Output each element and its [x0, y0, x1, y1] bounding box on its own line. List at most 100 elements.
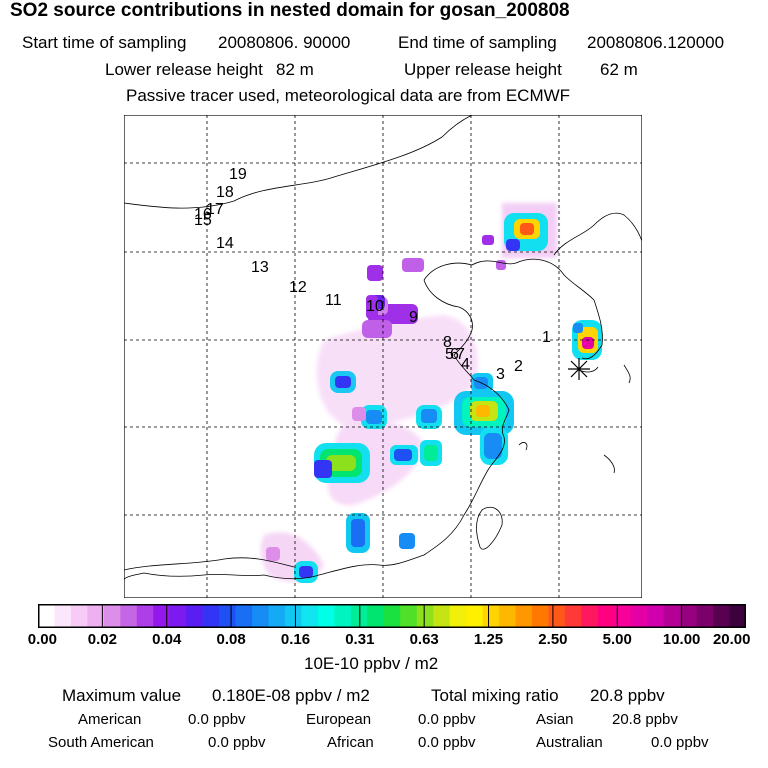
- colorbar-cell: [103, 604, 121, 628]
- colorbar-tick-label: 10.00: [662, 631, 701, 648]
- colorbar-cell: [301, 604, 319, 628]
- marker-19: 19: [229, 166, 247, 183]
- colorbar-tick-label: 0.16: [280, 631, 311, 648]
- map-panel: 19 18 17 16 15 14 13 12 11 10 9 8 5 6 7 …: [124, 115, 642, 598]
- colorbar-cell: [416, 604, 434, 628]
- marker-15: 15: [194, 212, 212, 229]
- australian-label: Australian: [536, 734, 603, 751]
- max-value: 0.180E-08 ppbv / m2: [212, 686, 370, 705]
- marker-5: 5: [445, 346, 454, 363]
- asian-label: Asian: [536, 711, 574, 728]
- asian-value: 20.8 ppbv: [612, 711, 678, 728]
- marker-2: 2: [514, 358, 523, 375]
- marker-14: 14: [216, 235, 234, 252]
- colorbar-tick-label: 5.00: [602, 631, 632, 648]
- colorbar-tick-label: 0.04: [152, 631, 182, 648]
- colorbar-cell: [317, 604, 335, 628]
- total-mixing-label: Total mixing ratio: [431, 686, 559, 705]
- tracer-note: Passive tracer used, meteorological data…: [126, 86, 571, 105]
- colorbar-tick-label: 20.00: [712, 631, 751, 648]
- colorbar-cell: [564, 604, 582, 628]
- receptor-asterisk-icon: [568, 358, 590, 380]
- colorbar-unit: 10E-10 ppbv / m2: [304, 654, 439, 673]
- colorbar-tick-label: 0.00: [27, 631, 57, 648]
- colorbar-cell: [186, 604, 204, 628]
- colorbar-cell: [630, 604, 648, 628]
- upper-height-label: Upper release height: [404, 60, 562, 79]
- marker-18: 18: [216, 184, 234, 201]
- colorbar-cell: [334, 604, 352, 628]
- colorbar-cell: [729, 604, 746, 628]
- coastlines: [124, 115, 642, 581]
- south-american-value: 0.0 ppbv: [208, 734, 266, 751]
- lat-lon-grid: [124, 115, 642, 598]
- colorbar-cell: [367, 604, 385, 628]
- colorbar-cell: [548, 604, 566, 628]
- start-time-value: 20080806. 90000: [218, 33, 351, 52]
- marker-4: 4: [461, 356, 470, 373]
- colorbar-cell: [153, 604, 171, 628]
- colorbar-cell: [663, 604, 681, 628]
- start-time-label: Start time of sampling: [22, 33, 187, 52]
- south-american-label: South American: [48, 734, 154, 751]
- colorbar-cell: [54, 604, 72, 628]
- marker-13: 13: [251, 259, 269, 276]
- colorbar-cell: [87, 604, 105, 628]
- european-value: 0.0 ppbv: [418, 711, 476, 728]
- colorbar-cell: [581, 604, 599, 628]
- colorbar-cell: [235, 604, 253, 628]
- concentration-patches: [266, 213, 602, 583]
- colorbar-tick-label: 0.63: [409, 631, 439, 648]
- marker-7: 7: [456, 346, 465, 363]
- colorbar-cell: [499, 604, 517, 628]
- colorbar-cell: [696, 604, 714, 628]
- colorbar-cell: [70, 604, 88, 628]
- end-time-label: End time of sampling: [398, 33, 557, 52]
- colorbar-cell: [647, 604, 665, 628]
- european-label: European: [306, 711, 372, 728]
- australian-value: 0.0 ppbv: [651, 734, 709, 751]
- colorbar-cell: [466, 604, 484, 628]
- upper-height-value: 62 m: [600, 60, 638, 79]
- colorbar-cell: [400, 604, 418, 628]
- colorbar-cell: [449, 604, 467, 628]
- plot-title: SO2 source contributions in nested domai…: [10, 0, 570, 21]
- marker-12: 12: [289, 279, 307, 296]
- american-label: American: [78, 711, 142, 728]
- marker-8: 8: [443, 334, 452, 351]
- african-value: 0.0 ppbv: [418, 734, 476, 751]
- colorbar-cell: [680, 604, 698, 628]
- colorbar-cell: [284, 604, 303, 628]
- colorbar-cell: [597, 604, 615, 628]
- max-value-label: Maximum value: [62, 686, 182, 705]
- colorbar-cell: [268, 604, 286, 628]
- colorbar-tick-label: 0.31: [345, 631, 375, 648]
- colorbar-cell: [136, 604, 154, 628]
- marker-9: 9: [409, 309, 418, 326]
- colorbar-cell: [202, 604, 220, 628]
- colorbar-tick-label: 0.08: [216, 631, 246, 648]
- colorbar-cell: [713, 604, 731, 628]
- marker-16: 16: [194, 206, 212, 223]
- colorbar-cell: [252, 604, 270, 628]
- marker-10: 10: [366, 298, 384, 315]
- marker-6: 6: [450, 346, 459, 363]
- colorbar-cell: [515, 604, 533, 628]
- colorbar-cell: [383, 604, 401, 628]
- lower-height-value: 82 m: [276, 60, 314, 79]
- colorbar-cell: [38, 604, 56, 628]
- colorbar: [38, 604, 746, 628]
- american-value: 0.0 ppbv: [188, 711, 246, 728]
- colorbar-cell: [433, 604, 451, 628]
- lower-height-label: Lower release height: [105, 60, 263, 79]
- colorbar-tick-label: 0.02: [87, 631, 117, 648]
- marker-11: 11: [325, 292, 342, 309]
- marker-17: 17: [206, 201, 224, 218]
- colorbar-cell: [614, 604, 632, 628]
- african-label: African: [327, 734, 374, 751]
- end-time-value: 20080806.120000: [587, 33, 725, 52]
- colorbar-cell: [120, 604, 138, 628]
- colorbar-cell: [169, 604, 187, 628]
- trajectory-markers: 19 18 17 16 15 14 13 12 11 10 9 8 5 6 7 …: [194, 166, 551, 383]
- marker-3: 3: [496, 366, 505, 383]
